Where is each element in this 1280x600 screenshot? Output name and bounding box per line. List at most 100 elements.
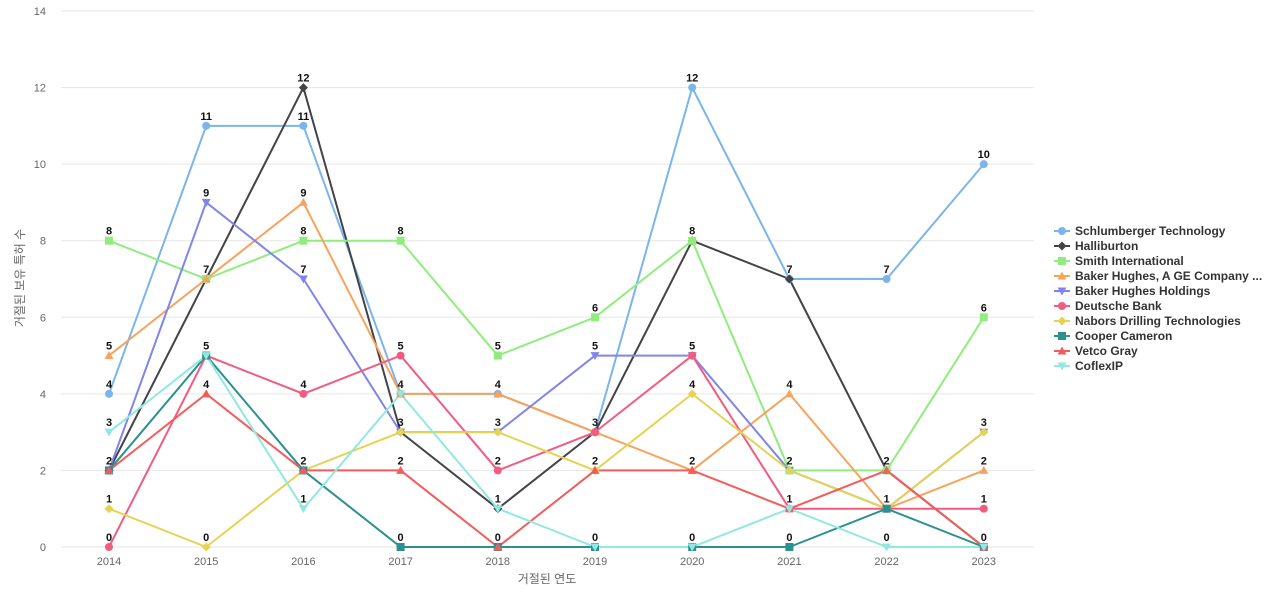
data-point-smith-international — [493, 351, 502, 360]
legend-item-baker-hughes-a-ge-company[interactable]: Baker Hughes, A GE Company ... — [1054, 269, 1262, 283]
data-point-vetco-gray — [104, 465, 114, 474]
data-label: 3 — [106, 417, 112, 429]
legend-item-baker-hughes-holdings[interactable]: Baker Hughes Holdings — [1054, 284, 1211, 298]
data-point-schlumberger-technology — [688, 83, 697, 92]
data-label: 0 — [981, 532, 987, 544]
series-line-schlumberger-technology — [108, 86, 985, 434]
data-label: 3 — [495, 417, 501, 429]
legend-label: Cooper Cameron — [1075, 329, 1172, 343]
data-point-coflexip — [493, 505, 503, 514]
data-point-coflexip — [396, 390, 406, 399]
data-point-baker-hughes-a-ge-company — [298, 197, 308, 206]
legend-item-schlumberger-technology[interactable]: Schlumberger Technology — [1054, 224, 1226, 238]
data-point-vetco-gray — [298, 465, 308, 474]
y-tick-label: 12 — [34, 83, 46, 95]
data-point-deutsche-bank — [979, 504, 988, 513]
data-label: 5 — [592, 341, 598, 353]
data-point-baker-hughes-a-ge-company — [979, 465, 989, 474]
data-label: 0 — [495, 532, 501, 544]
data-label: 7 — [786, 264, 792, 276]
data-label: 8 — [398, 226, 404, 238]
data-point-halliburton — [298, 83, 308, 93]
data-point-coflexip — [201, 352, 211, 361]
data-labels: 8543210119754012119874218543205432106532… — [106, 73, 990, 544]
data-point-deutsche-bank — [591, 428, 599, 437]
data-label: 12 — [686, 73, 698, 85]
data-label: 5 — [203, 341, 209, 353]
data-point-schlumberger-technology — [979, 160, 988, 169]
legend-item-halliburton[interactable]: Halliburton — [1054, 239, 1138, 253]
legend-label: Smith International — [1075, 254, 1184, 268]
data-label: 1 — [981, 494, 987, 506]
data-label: 2 — [300, 455, 306, 467]
legend-marker — [1057, 241, 1067, 251]
data-label: 8 — [689, 226, 695, 238]
data-point-nabors-drilling-technologies — [201, 542, 211, 552]
data-label: 4 — [398, 379, 405, 391]
data-point-smith-international — [591, 313, 599, 322]
series-line-baker-hughes-a-ge-company — [108, 201, 985, 510]
series-line-coflexip — [108, 354, 984, 548]
data-label: 9 — [203, 187, 209, 199]
data-label: 1 — [106, 494, 112, 506]
series-line-baker-hughes-holdings — [108, 201, 985, 510]
x-tick-label: 2015 — [194, 556, 218, 568]
y-tick-label: 4 — [40, 389, 46, 401]
data-label: 2 — [981, 455, 987, 467]
data-label: 6 — [592, 302, 598, 314]
legend-label: Baker Hughes, A GE Company ... — [1075, 269, 1262, 283]
y-tick-label: 10 — [34, 159, 46, 171]
data-label: 1 — [884, 494, 890, 506]
data-label: 5 — [398, 341, 404, 353]
data-label: 8 — [300, 226, 306, 238]
legend-item-smith-international[interactable]: Smith International — [1054, 254, 1184, 268]
legend-item-deutsche-bank[interactable]: Deutsche Bank — [1054, 299, 1162, 313]
series-markers — [104, 83, 989, 552]
data-point-vetco-gray — [687, 465, 697, 474]
data-label: 11 — [298, 111, 310, 123]
data-label: 2 — [495, 455, 501, 467]
data-point-deutsche-bank — [688, 351, 697, 360]
data-point-cooper-cameron — [785, 543, 794, 551]
data-point-vetco-gray — [493, 542, 503, 551]
legend-item-nabors-drilling-technologies[interactable]: Nabors Drilling Technologies — [1054, 314, 1241, 328]
x-tick-label: 2021 — [777, 556, 801, 568]
data-point-vetco-gray — [396, 465, 406, 474]
data-point-baker-hughes-a-ge-company — [493, 389, 503, 398]
data-label: 2 — [884, 455, 890, 467]
data-label: 10 — [978, 149, 990, 161]
data-label: 7 — [300, 264, 306, 276]
x-tick-label: 2023 — [972, 556, 996, 568]
data-label: 5 — [495, 341, 501, 353]
data-point-vetco-gray — [201, 389, 211, 398]
data-point-smith-international — [688, 236, 697, 245]
legend: Schlumberger TechnologyHalliburtonSmith … — [1054, 224, 1262, 373]
data-label: 1 — [786, 494, 792, 506]
data-point-baker-hughes-a-ge-company — [104, 351, 114, 360]
data-point-schlumberger-technology — [882, 275, 891, 283]
legend-label: Baker Hughes Holdings — [1075, 284, 1211, 298]
data-label: 2 — [592, 455, 598, 467]
data-label: 11 — [200, 111, 212, 123]
data-label: 3 — [981, 417, 987, 429]
legend-item-coflexip[interactable]: CoflexIP — [1054, 359, 1123, 373]
legend-item-vetco-gray[interactable]: Vetco Gray — [1054, 344, 1138, 358]
legend-item-cooper-cameron[interactable]: Cooper Cameron — [1054, 329, 1172, 343]
data-point-vetco-gray — [590, 465, 600, 474]
data-label: 0 — [398, 532, 404, 544]
data-point-coflexip — [784, 505, 794, 514]
series-lines — [108, 86, 985, 548]
data-label: 8 — [106, 226, 112, 238]
legend-label: CoflexIP — [1075, 359, 1123, 373]
data-label: 5 — [106, 341, 112, 353]
data-point-nabors-drilling-technologies — [396, 427, 406, 437]
data-point-coflexip — [882, 543, 892, 552]
legend-marker — [1058, 227, 1066, 235]
legend-label: Schlumberger Technology — [1075, 224, 1226, 238]
x-tick-label: 2022 — [874, 556, 898, 568]
data-label: 0 — [786, 532, 792, 544]
data-label: 7 — [203, 264, 209, 276]
data-label: 12 — [297, 73, 309, 85]
data-point-schlumberger-technology — [202, 121, 211, 130]
